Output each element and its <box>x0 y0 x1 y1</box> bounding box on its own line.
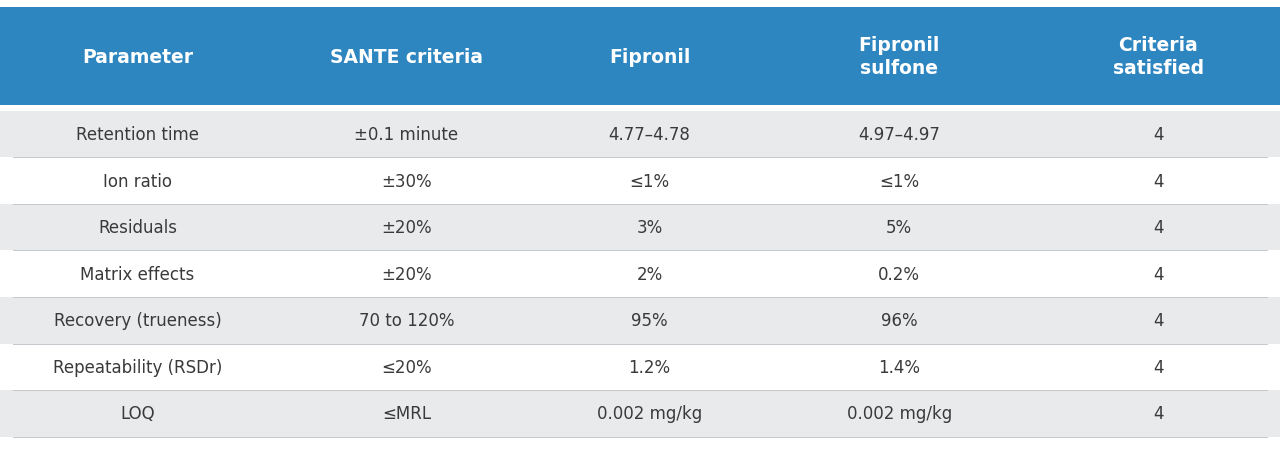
Text: ±30%: ±30% <box>381 172 431 190</box>
Text: ≤1%: ≤1% <box>630 172 669 190</box>
Text: 0.2%: 0.2% <box>878 265 920 283</box>
Bar <box>0 204 1280 251</box>
Text: ±20%: ±20% <box>381 219 431 237</box>
Text: Residuals: Residuals <box>99 219 177 237</box>
Text: 4.97–4.97: 4.97–4.97 <box>859 126 940 144</box>
Text: 95%: 95% <box>631 312 668 329</box>
Text: Recovery (trueness): Recovery (trueness) <box>54 312 221 329</box>
Text: 3%: 3% <box>636 219 663 237</box>
Bar <box>0 8 1280 106</box>
Text: 96%: 96% <box>881 312 918 329</box>
Bar <box>0 298 1280 344</box>
Text: 4: 4 <box>1153 404 1164 423</box>
Text: ≤1%: ≤1% <box>879 172 919 190</box>
Text: Ion ratio: Ion ratio <box>104 172 172 190</box>
Text: 4: 4 <box>1153 126 1164 144</box>
Text: 4.77–4.78: 4.77–4.78 <box>609 126 690 144</box>
Text: SANTE criteria: SANTE criteria <box>330 48 483 66</box>
Bar <box>0 344 1280 390</box>
Text: ≤20%: ≤20% <box>381 358 431 376</box>
Bar <box>0 390 1280 437</box>
Bar <box>0 111 1280 158</box>
Text: Fipronil: Fipronil <box>609 48 690 66</box>
Text: 2%: 2% <box>636 265 663 283</box>
Text: ±20%: ±20% <box>381 265 431 283</box>
Bar <box>0 106 1280 111</box>
Text: Repeatability (RSDr): Repeatability (RSDr) <box>52 358 223 376</box>
Text: 4: 4 <box>1153 358 1164 376</box>
Text: LOQ: LOQ <box>120 404 155 423</box>
Text: 0.002 mg/kg: 0.002 mg/kg <box>596 404 703 423</box>
Bar <box>0 158 1280 204</box>
Bar <box>0 251 1280 298</box>
Text: 1.4%: 1.4% <box>878 358 920 376</box>
Text: 4: 4 <box>1153 312 1164 329</box>
Text: Parameter: Parameter <box>82 48 193 66</box>
Text: Criteria
satisfied: Criteria satisfied <box>1112 36 1204 78</box>
Text: 1.2%: 1.2% <box>628 358 671 376</box>
Text: 5%: 5% <box>886 219 913 237</box>
Text: 4: 4 <box>1153 172 1164 190</box>
Text: 4: 4 <box>1153 265 1164 283</box>
Text: 0.002 mg/kg: 0.002 mg/kg <box>846 404 952 423</box>
Text: Retention time: Retention time <box>76 126 200 144</box>
Text: ±0.1 minute: ±0.1 minute <box>355 126 458 144</box>
Text: Fipronil
sulfone: Fipronil sulfone <box>859 36 940 78</box>
Text: 4: 4 <box>1153 219 1164 237</box>
Text: Matrix effects: Matrix effects <box>81 265 195 283</box>
Text: ≤MRL: ≤MRL <box>381 404 431 423</box>
Text: 70 to 120%: 70 to 120% <box>358 312 454 329</box>
